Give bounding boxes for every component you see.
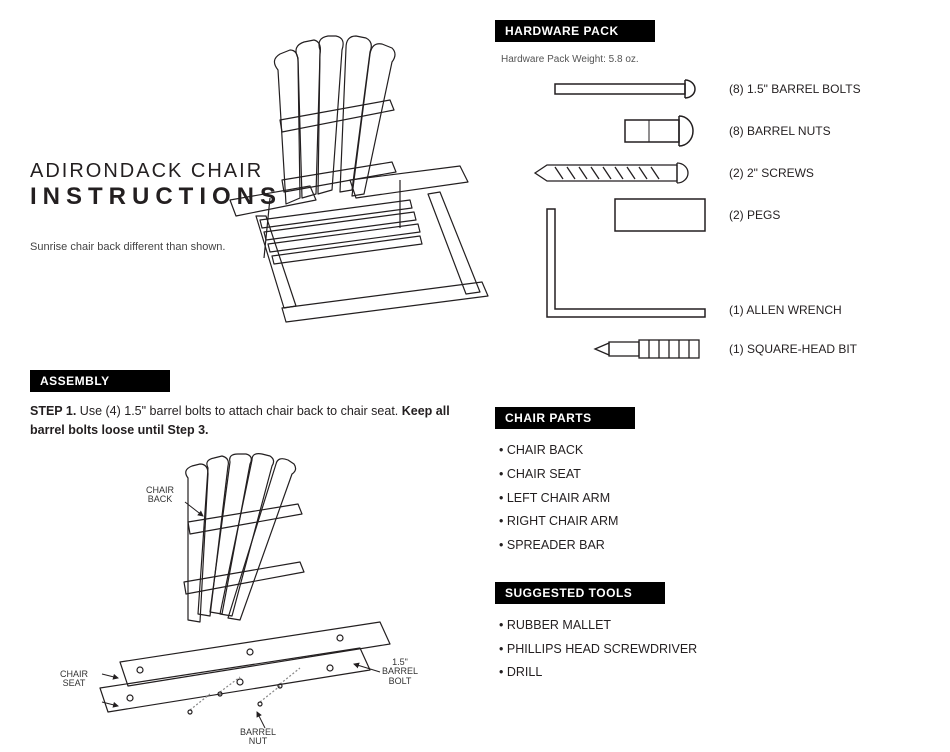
square-bit-icon (495, 333, 715, 365)
hw-row-barrel-nut: (8) BARREL NUTS (495, 115, 925, 147)
title-block: ADIRONDACK CHAIR INSTRUCTIONS Sunrise ch… (30, 160, 282, 253)
assembly-diagram: CHAIRBACK CHAIRSEAT 1.5"BARRELBOLT BARRE… (30, 452, 470, 752)
list-item: • RIGHT CHAIR ARM (499, 510, 925, 534)
hw-row-screw: (2) 2" SCREWS (495, 157, 925, 189)
assembly-header: ASSEMBLY (30, 370, 170, 392)
barrel-nut-icon (495, 115, 715, 147)
label-chair-back: CHAIRBACK (146, 486, 174, 506)
list-item: • DRILL (499, 661, 925, 685)
title-product: ADIRONDACK CHAIR (30, 160, 282, 183)
hw-label: (2) PEGS (729, 208, 925, 222)
tools-list: • RUBBER MALLET • PHILLIPS HEAD SCREWDRI… (495, 614, 925, 685)
label-chair-seat: CHAIRSEAT (60, 670, 88, 690)
step-1-text: STEP 1. Use (4) 1.5" barrel bolts to att… (30, 402, 470, 440)
hardware-weight: Hardware Pack Weight: 5.8 oz. (501, 54, 925, 65)
variant-note: Sunrise chair back different than shown. (30, 241, 282, 253)
hw-label: (8) BARREL NUTS (729, 124, 925, 138)
label-barrel-bolt: 1.5"BARRELBOLT (382, 658, 418, 688)
chair-parts-list: • CHAIR BACK • CHAIR SEAT • LEFT CHAIR A… (495, 439, 925, 558)
list-item: • PHILLIPS HEAD SCREWDRIVER (499, 638, 925, 662)
hw-label: (1) SQUARE-HEAD BIT (729, 342, 925, 356)
tools-header: SUGGESTED TOOLS (495, 582, 665, 604)
label-barrel-nut: BARRELNUT (240, 728, 276, 748)
list-item: • CHAIR BACK (499, 439, 925, 463)
list-item: • LEFT CHAIR ARM (499, 487, 925, 511)
right-column: HARDWARE PACK Hardware Pack Weight: 5.8 … (495, 20, 925, 709)
step-1-body: Use (4) 1.5" barrel bolts to attach chai… (76, 404, 401, 418)
hw-row-barrel-bolt: (8) 1.5" BARREL BOLTS (495, 73, 925, 105)
barrel-bolt-icon (495, 73, 715, 105)
chair-parts-header: CHAIR PARTS (495, 407, 635, 429)
hardware-header: HARDWARE PACK (495, 20, 655, 42)
list-item: • RUBBER MALLET (499, 614, 925, 638)
assembly-section: ASSEMBLY STEP 1. Use (4) 1.5" barrel bol… (30, 370, 470, 752)
list-item: • CHAIR SEAT (499, 463, 925, 487)
screw-icon (495, 157, 715, 189)
list-item: • SPREADER BAR (499, 534, 925, 558)
hw-label: (8) 1.5" BARREL BOLTS (729, 82, 925, 96)
allen-wrench-icon (495, 201, 715, 321)
hw-row-bit: (1) SQUARE-HEAD BIT (495, 333, 925, 365)
hw-label: (2) 2" SCREWS (729, 166, 925, 180)
step-1-label: STEP 1. (30, 404, 76, 418)
title-instructions: INSTRUCTIONS (30, 183, 282, 211)
hw-label: (1) ALLEN WRENCH (729, 303, 925, 321)
